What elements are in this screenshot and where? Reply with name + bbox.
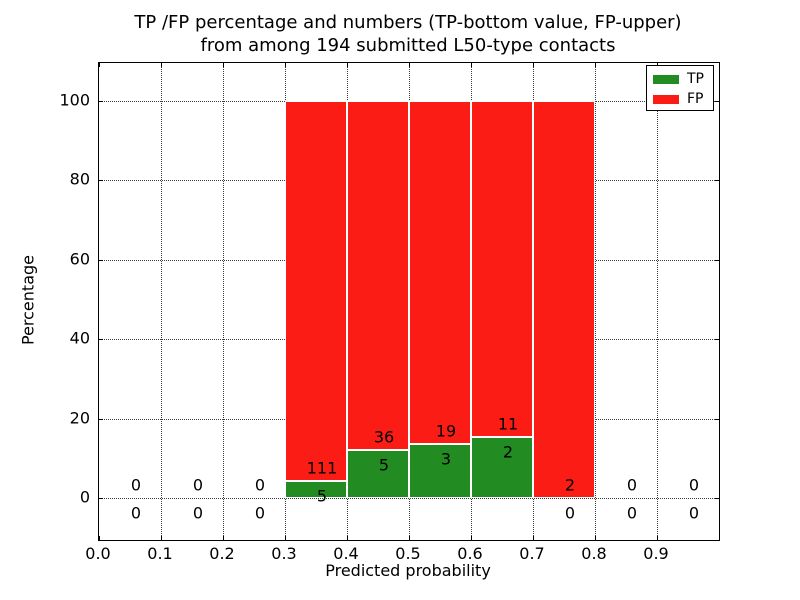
x-tick-mark bbox=[285, 536, 286, 540]
y-tick-mark bbox=[99, 101, 103, 102]
y-tick-mark bbox=[715, 259, 719, 261]
x-tick-mark bbox=[161, 536, 162, 540]
gridline-horizontal bbox=[99, 498, 719, 499]
legend-label-tp: TP bbox=[687, 71, 704, 87]
x-tick-mark bbox=[347, 536, 348, 540]
gridline-vertical bbox=[161, 63, 162, 540]
count-label-fp: 0 bbox=[130, 475, 142, 495]
x-tick-label: 0.7 bbox=[519, 544, 545, 563]
x-tick-mark bbox=[471, 63, 472, 67]
count-label-fp: 0 bbox=[626, 475, 638, 495]
y-tick-label: 0 bbox=[79, 487, 90, 507]
count-label-fp: 0 bbox=[192, 475, 204, 495]
x-tick-mark bbox=[533, 63, 534, 67]
x-tick-mark bbox=[533, 536, 534, 540]
x-tick-label: 0.4 bbox=[333, 544, 359, 563]
count-label-tp: 0 bbox=[564, 503, 576, 523]
count-label-tp: 5 bbox=[378, 455, 390, 475]
bar-segment-tp bbox=[409, 443, 471, 498]
gridline-vertical bbox=[595, 63, 596, 540]
x-tick-label: 0.0 bbox=[85, 544, 111, 563]
x-tick-label: 0.6 bbox=[457, 544, 483, 563]
x-tick-mark bbox=[595, 63, 596, 67]
x-tick-mark bbox=[161, 63, 162, 67]
y-tick-mark bbox=[99, 259, 103, 261]
x-tick-label: 0.9 bbox=[643, 544, 669, 563]
legend-entry-tp: TP bbox=[653, 69, 713, 89]
x-tick-mark bbox=[471, 536, 472, 540]
x-tick-label: 0.3 bbox=[271, 544, 297, 563]
x-axis-label: Predicted probability bbox=[325, 561, 491, 580]
x-tick-mark bbox=[347, 63, 348, 67]
bar-segment-fp bbox=[471, 101, 533, 437]
bar-segment-tp bbox=[347, 449, 409, 498]
y-tick-label: 60 bbox=[69, 249, 90, 269]
y-tick-mark bbox=[99, 418, 103, 420]
y-tick-mark bbox=[99, 498, 103, 499]
x-tick-label: 0.1 bbox=[147, 544, 173, 563]
count-label-fp: 0 bbox=[254, 475, 266, 495]
x-tick-mark bbox=[595, 536, 596, 540]
count-label-fp: 11 bbox=[497, 414, 519, 434]
count-label-fp: 19 bbox=[435, 421, 457, 441]
count-label-tp: 0 bbox=[688, 503, 700, 523]
count-label-tp: 0 bbox=[254, 503, 266, 523]
y-tick-label: 100 bbox=[59, 90, 90, 110]
bar-segment-fp bbox=[533, 101, 595, 498]
x-tick-label: 0.5 bbox=[395, 544, 421, 563]
count-label-tp: 5 bbox=[316, 486, 328, 506]
x-tick-label: 0.2 bbox=[209, 544, 235, 563]
y-tick-label: 20 bbox=[69, 408, 90, 428]
bar-segment-tp bbox=[285, 480, 347, 498]
count-label-fp: 111 bbox=[306, 458, 338, 478]
x-tick-label: 0.8 bbox=[581, 544, 607, 563]
chart-title-line1: TP /FP percentage and numbers (TP-bottom… bbox=[134, 12, 682, 33]
count-label-fp: 36 bbox=[373, 427, 395, 447]
gridline-vertical bbox=[223, 63, 224, 540]
x-tick-mark bbox=[223, 63, 224, 67]
x-tick-mark bbox=[285, 63, 286, 67]
bar-segment-fp bbox=[347, 101, 409, 450]
y-tick-mark bbox=[715, 339, 719, 341]
count-label-fp: 2 bbox=[564, 475, 576, 495]
y-tick-label: 40 bbox=[69, 328, 90, 348]
plot-area: 0 0 0 0 0 0 111 5 36 5 19 3 11 2 2 0 0 0 0 0 bbox=[98, 62, 720, 541]
x-tick-mark bbox=[223, 536, 224, 540]
y-tick-mark bbox=[99, 180, 103, 182]
chart-title: TP /FP percentage and numbers (TP-bottom… bbox=[98, 11, 718, 57]
y-tick-label: 80 bbox=[69, 169, 90, 189]
bar-segment-tp bbox=[471, 436, 533, 498]
count-label-tp: 0 bbox=[192, 503, 204, 523]
count-label-tp: 0 bbox=[626, 503, 638, 523]
count-label-tp: 0 bbox=[130, 503, 142, 523]
gridline-vertical bbox=[657, 63, 658, 540]
y-tick-mark bbox=[715, 418, 719, 420]
chart-title-line2: from among 194 submitted L50-type contac… bbox=[200, 35, 616, 56]
x-tick-mark bbox=[99, 63, 100, 67]
fp-color-swatch bbox=[653, 94, 679, 104]
y-tick-mark bbox=[715, 498, 719, 499]
legend: TP FP bbox=[646, 65, 714, 111]
x-tick-mark bbox=[657, 536, 658, 540]
bar-segment-fp bbox=[285, 101, 347, 481]
x-tick-mark bbox=[409, 536, 410, 540]
tp-color-swatch bbox=[653, 74, 679, 84]
x-tick-mark bbox=[409, 63, 410, 67]
count-label-tp: 3 bbox=[440, 449, 452, 469]
y-tick-mark bbox=[715, 180, 719, 182]
x-tick-mark bbox=[99, 536, 100, 540]
count-label-fp: 0 bbox=[688, 475, 700, 495]
count-label-tp: 2 bbox=[502, 442, 514, 462]
y-tick-mark bbox=[99, 339, 103, 341]
y-tick-mark bbox=[715, 101, 719, 102]
legend-label-fp: FP bbox=[687, 91, 704, 107]
bar-segment-fp bbox=[409, 101, 471, 444]
legend-entry-fp: FP bbox=[653, 89, 713, 109]
